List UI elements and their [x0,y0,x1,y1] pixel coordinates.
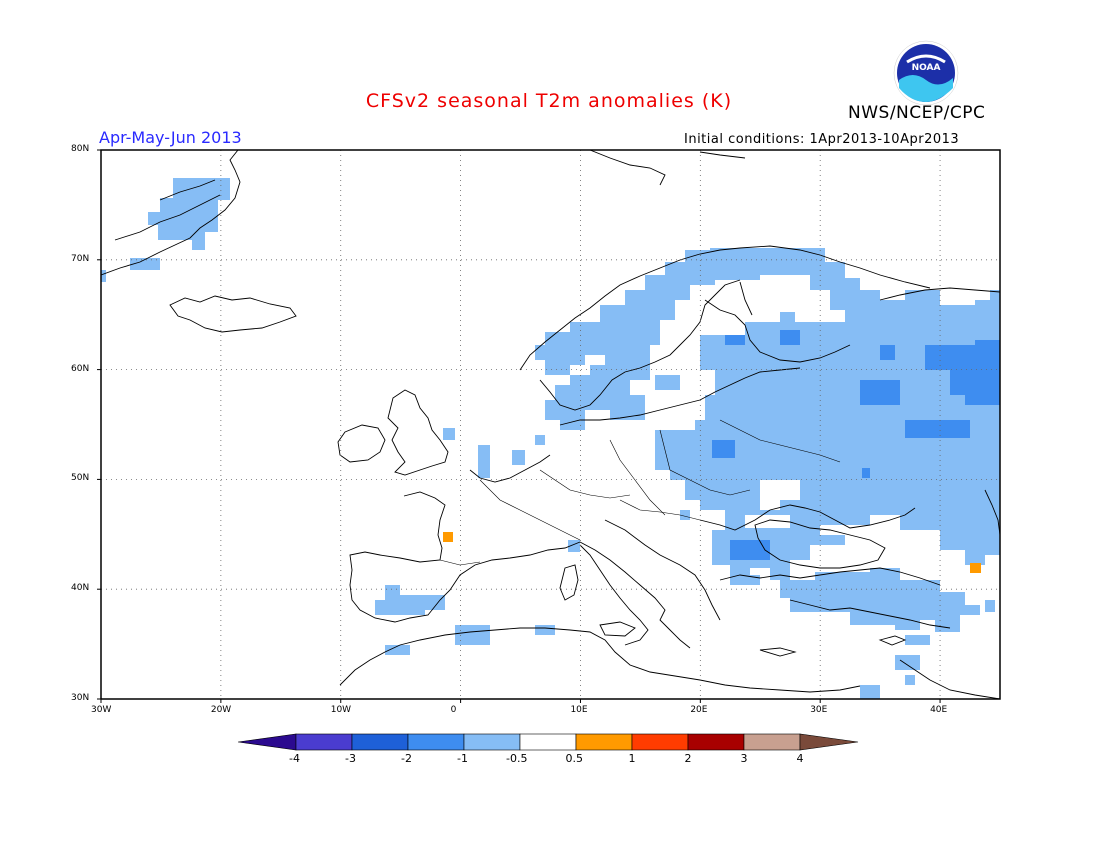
lon-label: 0 [450,705,457,715]
colorbar-label: 3 [740,752,748,765]
anomaly-shading [101,178,1000,699]
anomaly-western-europe [375,428,580,655]
colorbar-segment [575,733,633,751]
anomaly-northeast-europe [535,248,1000,585]
noaa-logo: NOAA [893,40,959,106]
colorbar-segment [351,733,409,751]
lon-label: 20W [210,705,232,715]
colorbar-label: -0.5 [506,752,528,765]
colorbar-label: -1 [457,752,468,765]
lat-label: 60N [71,363,90,374]
coastlines [101,150,1000,699]
colorbar-segment [687,733,745,751]
anomaly-russia-strong [712,330,1000,560]
noaa-logo-text: NOAA [912,63,941,73]
colorbar-arrow-left [238,733,297,751]
colorbar-label: 0.5 [565,752,584,765]
forecast-period: Apr-May-Jun 2013 [99,128,242,147]
lon-label: 40E [930,705,948,715]
anomaly-turkey-levant [740,568,995,699]
lon-label: 20E [690,705,708,715]
colorbar-label: 4 [796,752,804,765]
colorbar-segment [743,733,801,751]
colorbar-segment [295,733,353,751]
colorbar [238,733,859,751]
colorbar-label: -2 [401,752,412,765]
colorbar-label: -4 [289,752,300,765]
colorbar-segment [631,733,689,751]
anomaly-positive [443,532,981,573]
colorbar-segment [407,733,465,751]
lon-label: 10E [570,705,588,715]
colorbar-segment [519,733,577,751]
lon-label: 10W [330,705,352,715]
lat-label: 50N [71,473,90,484]
colorbar-segment [463,733,521,751]
axis-ticks [97,149,941,703]
initial-conditions: Initial conditions: 1Apr2013-10Apr2013 [684,132,960,147]
map-frame [100,149,1001,700]
lat-label: 70N [71,253,90,264]
lat-label: 30N [71,693,90,703]
colorbar-label: 2 [684,752,692,765]
map-title: CFSv2 seasonal T2m anomalies (K) [365,90,733,112]
agency-label: NWS/NCEP/CPC [848,103,986,123]
lon-label: 30E [810,705,828,715]
colorbar-arrow-right [799,733,859,751]
colorbar-label: -3 [345,752,356,765]
anomaly-greenland [101,178,230,282]
lat-label: 40N [71,583,90,594]
lon-label: 30W [91,705,112,715]
colorbar-label: 1 [628,752,636,765]
lat-label: 80N [71,144,90,154]
